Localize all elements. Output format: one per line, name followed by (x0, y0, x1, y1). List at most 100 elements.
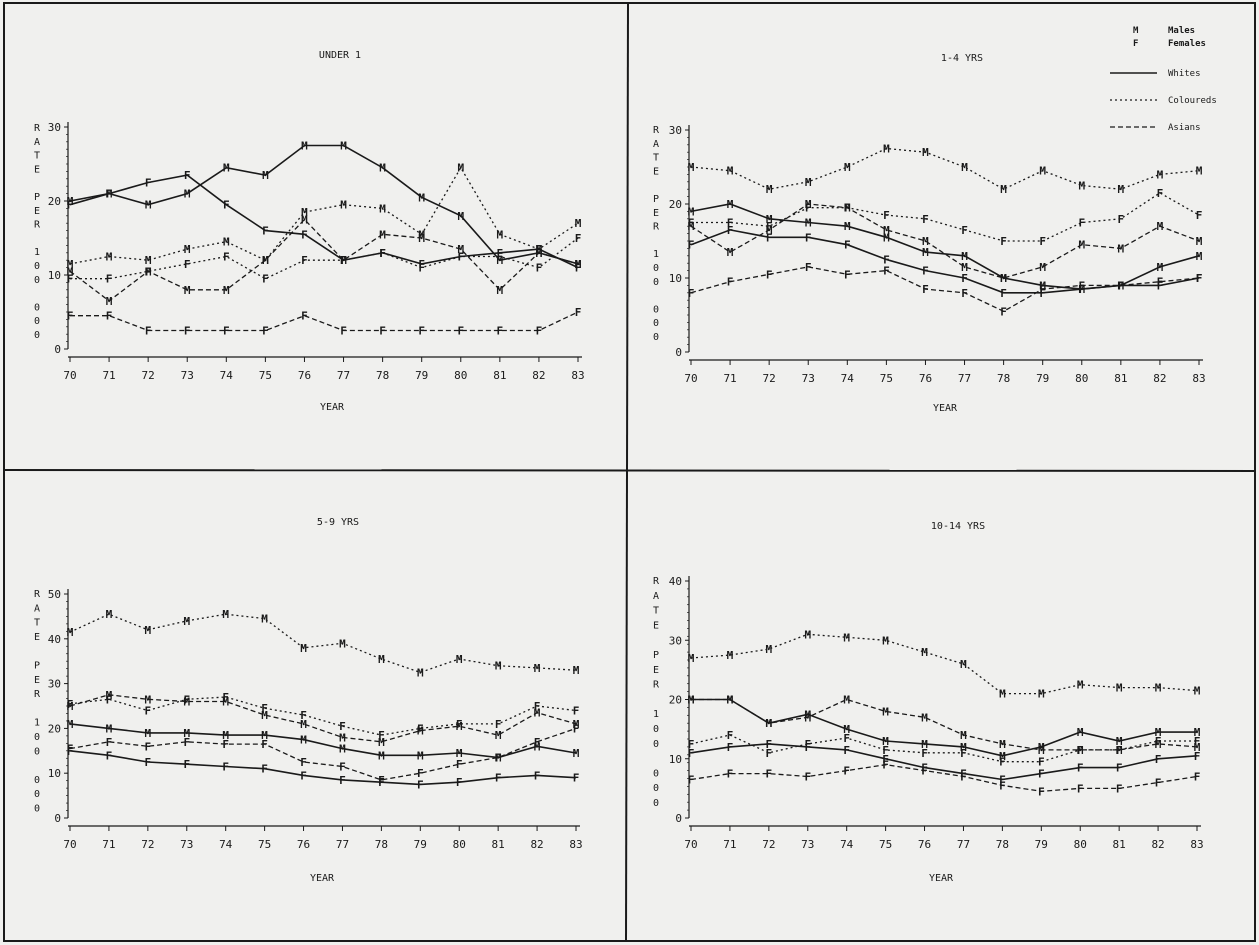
point-marker: M (106, 295, 113, 308)
point-marker: F (1039, 235, 1046, 248)
point-marker: F (766, 747, 773, 760)
point-marker: M (261, 613, 268, 626)
legend-label-coloureds: Coloureds (1168, 96, 1217, 106)
point-marker: F (844, 239, 851, 252)
point-marker: M (223, 162, 230, 175)
y-label-letter: P (653, 194, 659, 205)
point-marker: F (223, 251, 230, 264)
point-marker: M (536, 247, 543, 260)
point-marker: F (921, 747, 928, 760)
point-marker: M (766, 643, 773, 656)
point-marker: M (883, 143, 890, 156)
series-line (69, 613, 577, 674)
series-line (69, 694, 577, 743)
y-label-letter: 0 (34, 275, 40, 286)
point-marker: F (1000, 287, 1007, 300)
point-marker: M (573, 664, 580, 677)
y-label-letter: 0 (34, 330, 40, 341)
x-tick-label: 70 (684, 372, 697, 385)
y-tick-label: 0 (675, 812, 682, 825)
point-marker: M (457, 162, 464, 175)
point-marker: M (495, 752, 502, 765)
y-label-letter: 0 (34, 789, 40, 800)
point-marker: F (301, 254, 308, 267)
point-marker: M (1155, 726, 1162, 739)
point-marker: M (1039, 279, 1046, 292)
point-marker: F (457, 251, 464, 264)
point-marker: M (1078, 239, 1085, 252)
point-marker: F (999, 773, 1006, 786)
point-marker: M (300, 642, 307, 655)
series-coloureds-m: M M M M M M M M M M M M M M (688, 143, 1203, 197)
point-marker: M (534, 662, 541, 675)
point-marker: F (417, 778, 424, 791)
point-marker: M (1157, 168, 1164, 181)
legend-label-males: Males (1168, 26, 1195, 36)
point-marker: M (1039, 261, 1046, 274)
point-marker: M (106, 608, 113, 621)
x-tick-label: 75 (258, 838, 271, 851)
point-marker: F (843, 744, 850, 757)
panel-title: 5-9 YRS (317, 517, 359, 528)
point-marker: M (379, 228, 386, 241)
x-tick-label: 71 (723, 372, 736, 385)
point-marker: M (339, 743, 346, 756)
point-marker: M (183, 727, 190, 740)
y-label-letter: E (653, 208, 659, 219)
point-marker: M (262, 169, 269, 182)
series-line (691, 192, 1200, 242)
point-marker: M (534, 707, 541, 720)
point-marker: M (805, 176, 812, 189)
x-tick-label: 83 (1190, 838, 1203, 851)
point-marker: M (843, 694, 850, 707)
y-tick-label: 10 (48, 767, 61, 780)
point-marker: M (223, 284, 230, 297)
x-tick-label: 76 (297, 838, 310, 851)
point-marker: F (1157, 276, 1164, 289)
x-tick-label: 77 (337, 369, 350, 382)
point-marker: F (1116, 782, 1123, 795)
series-line (69, 750, 577, 786)
x-tick-label: 73 (801, 838, 814, 851)
point-marker: M (262, 254, 269, 267)
x-tick-label: 74 (219, 838, 233, 851)
y-label-letter: P (34, 192, 40, 203)
point-marker: F (727, 741, 734, 754)
point-marker: F (960, 768, 967, 781)
point-marker: M (1116, 735, 1123, 748)
point-marker: M (843, 723, 850, 736)
point-marker: F (67, 743, 74, 756)
point-marker: F (456, 758, 463, 771)
panel-title: 1-4 YRS (941, 53, 983, 64)
point-marker: F (1077, 762, 1084, 775)
series-line (70, 311, 579, 332)
y-label-letter: 0 (34, 746, 40, 757)
point-marker: M (766, 717, 773, 730)
y-label-letter: E (34, 632, 40, 643)
point-marker: F (339, 774, 346, 787)
y-tick-label: 20 (48, 195, 61, 208)
y-tick-label: 30 (48, 121, 61, 134)
x-tick-label: 80 (1075, 372, 1088, 385)
point-marker: M (804, 708, 811, 721)
series-line (690, 266, 1200, 313)
point-marker: M (1038, 741, 1045, 754)
point-marker: F (804, 741, 811, 754)
point-marker: M (804, 628, 811, 641)
point-marker: M (688, 205, 695, 218)
point-marker: F (843, 765, 850, 778)
series-line (69, 696, 577, 736)
y-label-letter: R (34, 689, 41, 700)
point-marker: F (960, 771, 967, 784)
point-marker: M (495, 729, 502, 742)
y-label-letter: 0 (34, 261, 40, 272)
x-tick-label: 79 (415, 369, 428, 382)
point-marker: M (766, 183, 773, 196)
point-marker: M (1078, 180, 1085, 193)
point-marker: M (688, 220, 695, 233)
point-marker: M (883, 224, 890, 237)
point-marker: M (222, 696, 229, 709)
y-label-letter: 0 (34, 316, 40, 327)
